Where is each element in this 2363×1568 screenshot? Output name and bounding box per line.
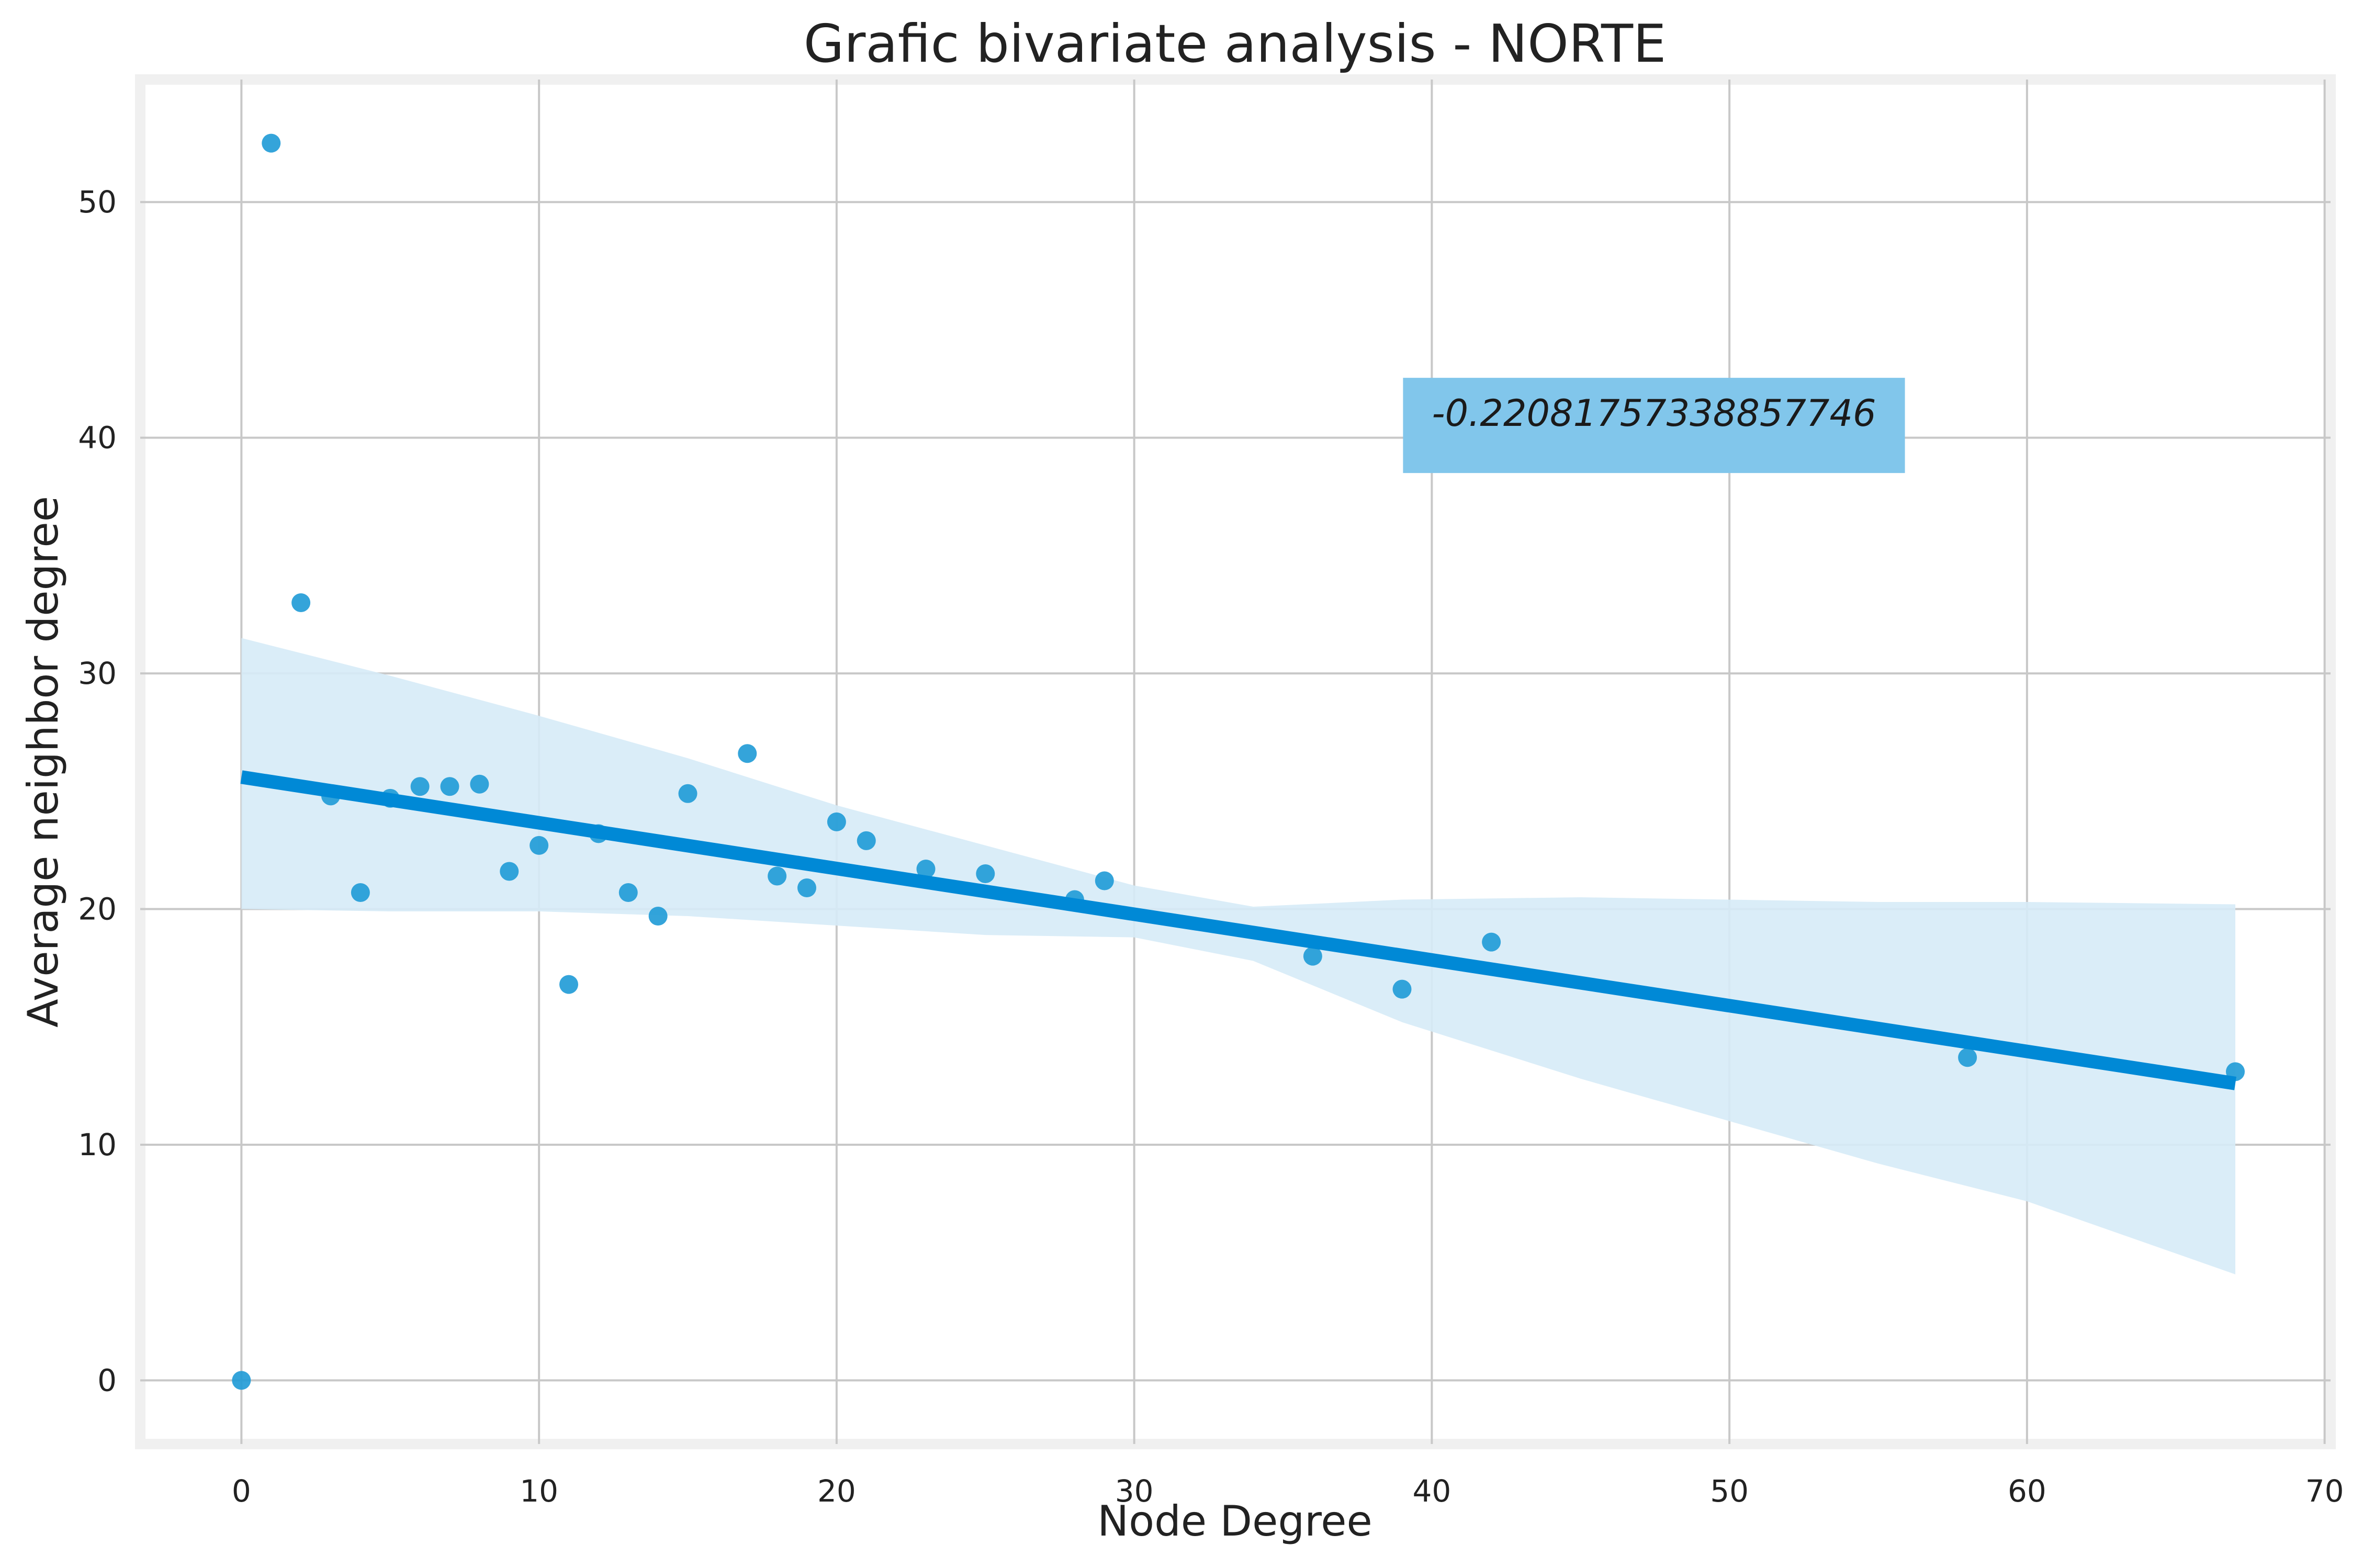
data-point <box>440 777 459 796</box>
data-point <box>1392 979 1412 999</box>
x-tick-label: 10 <box>520 1473 558 1509</box>
x-tick-label: 40 <box>1412 1473 1451 1509</box>
y-tick-label: 50 <box>78 184 117 220</box>
data-point <box>1958 1048 1977 1067</box>
chart-title: Grafic bivariate analysis - NORTE <box>804 13 1667 74</box>
data-point <box>648 907 668 926</box>
data-point <box>827 812 846 831</box>
data-point <box>738 744 757 763</box>
y-tick-labels: 0 10 20 30 40 50 <box>78 184 117 1398</box>
x-tick-label: 30 <box>1115 1473 1154 1509</box>
data-point <box>976 864 995 883</box>
data-point <box>1095 871 1114 890</box>
data-point <box>768 866 787 886</box>
x-axis-label: Node Degree <box>1097 1497 1372 1546</box>
data-point <box>291 593 311 612</box>
x-tick-label: 70 <box>2305 1473 2344 1509</box>
x-tick-label: 60 <box>2008 1473 2046 1509</box>
data-point <box>559 975 578 994</box>
regression-line <box>240 770 2236 1090</box>
annotation-box <box>1403 378 1905 473</box>
y-tick-label: 10 <box>78 1127 117 1163</box>
data-point <box>410 777 430 796</box>
y-tick-label: 40 <box>78 420 117 456</box>
data-point <box>500 862 519 881</box>
confidence-band-area <box>241 638 2236 1274</box>
data-point <box>232 1371 251 1390</box>
y-tick-label: 0 <box>97 1362 117 1398</box>
annotation: -0.22081757338857746 <box>1403 378 1905 473</box>
x-tick-label: 0 <box>232 1473 251 1509</box>
data-points <box>232 133 2245 1390</box>
data-point <box>262 133 281 153</box>
data-point <box>678 784 697 803</box>
x-tick-label: 20 <box>817 1473 856 1509</box>
data-point <box>797 878 816 897</box>
data-point <box>1482 932 1501 952</box>
data-point <box>351 883 370 902</box>
data-point <box>618 883 638 902</box>
y-tick-label: 30 <box>78 656 117 691</box>
annotation-text: -0.22081757338857746 <box>1432 392 1876 435</box>
data-point <box>530 836 549 855</box>
y-axis-label: Average neighbor degree <box>19 496 67 1028</box>
data-point <box>857 831 876 850</box>
data-point <box>916 859 936 878</box>
data-point <box>1303 946 1322 966</box>
x-tick-labels: 0 10 20 30 40 50 60 70 <box>232 1473 2344 1509</box>
data-point <box>470 774 489 794</box>
regression-line-path <box>240 770 2236 1090</box>
confidence-band <box>241 638 2236 1274</box>
y-tick-label: 20 <box>78 892 117 927</box>
x-tick-label: 50 <box>1710 1473 1749 1509</box>
